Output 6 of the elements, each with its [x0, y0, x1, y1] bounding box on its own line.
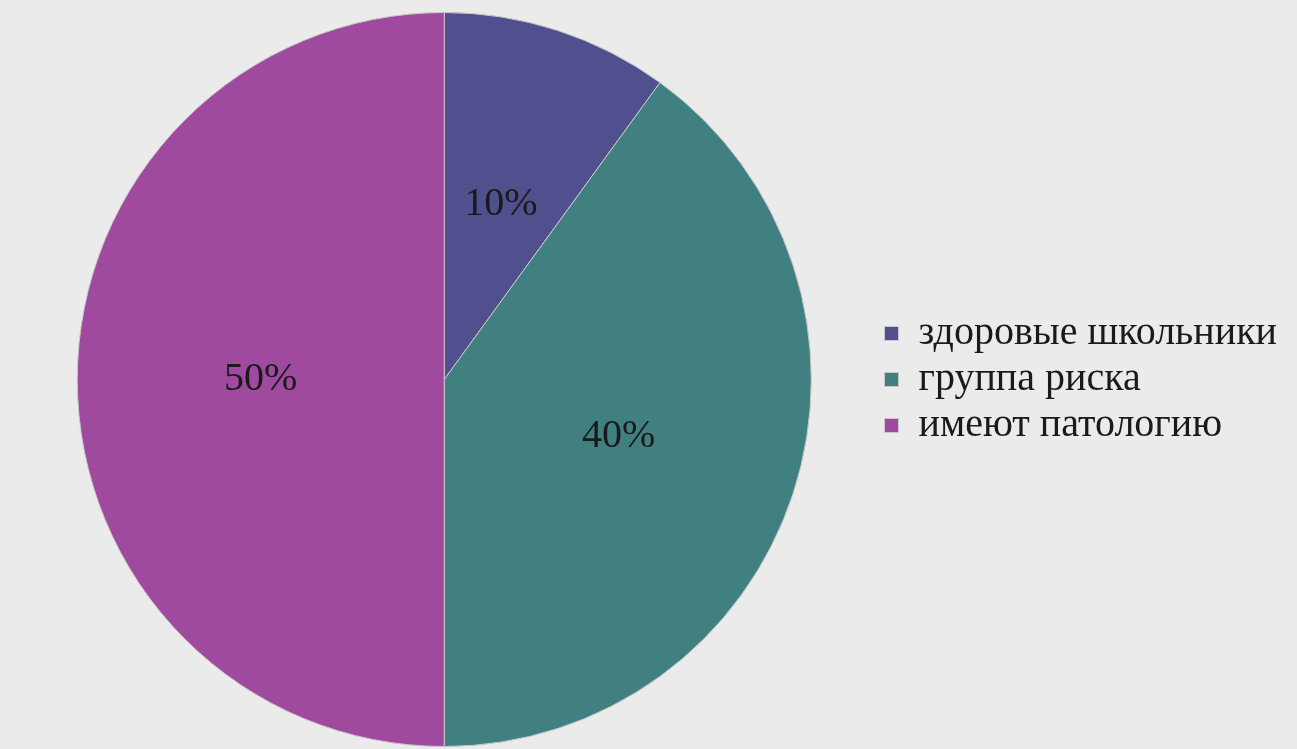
legend-label: имеют патологию	[918, 400, 1223, 445]
legend-label: здоровые школьники	[918, 308, 1278, 353]
data-label: 50%	[224, 354, 298, 399]
data-label: 40%	[582, 410, 656, 456]
data-label: 10%	[464, 179, 538, 225]
legend-label: группа риска	[918, 354, 1141, 399]
